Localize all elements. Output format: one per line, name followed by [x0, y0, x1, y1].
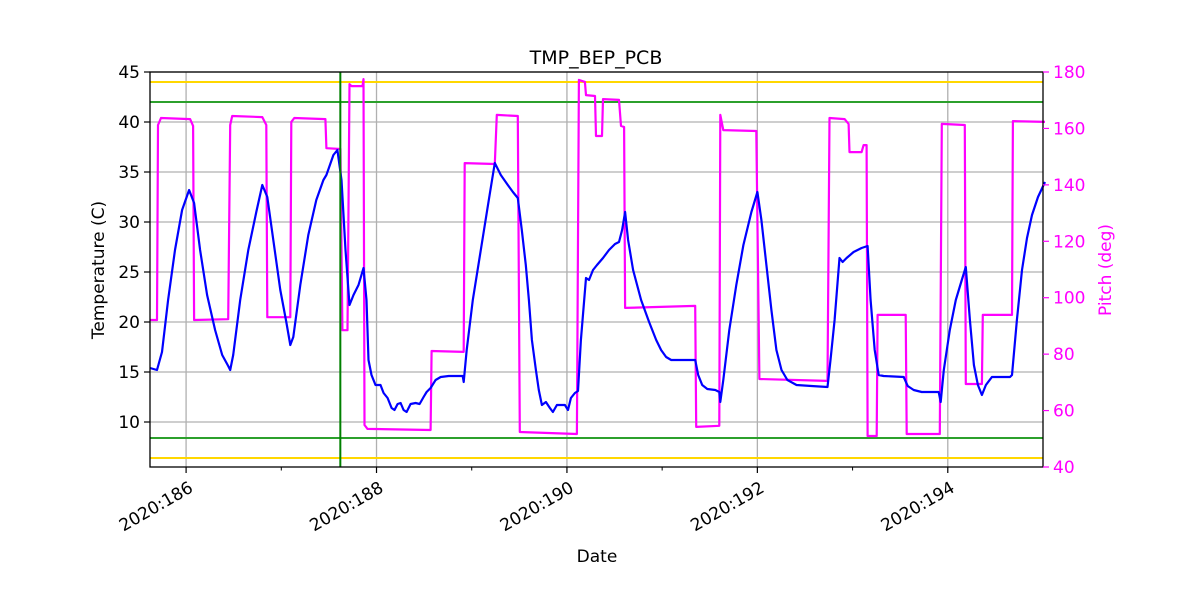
y-axis-right: 40 60 80 100 120 140 160 180 [1043, 63, 1085, 478]
y-right-tick-label: 140 [1053, 176, 1085, 196]
y-right-tick-label: 160 [1053, 119, 1085, 139]
temperature-series-line [149, 148, 1046, 414]
grid [150, 71, 1043, 467]
y-right-tick-label: 60 [1053, 402, 1075, 422]
series-group [149, 77, 1046, 438]
y-axis-left: 10 15 20 25 30 35 40 45 [118, 63, 150, 433]
y-right-tick-label: 180 [1053, 63, 1085, 83]
y-axis-label: Temperature (C) [89, 201, 109, 340]
y-tick-label: 30 [118, 213, 140, 233]
chart-title: TMP_BEP_PCB [529, 47, 663, 69]
y-tick-label: 10 [118, 413, 140, 433]
y-tick-label: 20 [118, 313, 140, 333]
y-axis-right-label: Pitch (deg) [1096, 224, 1116, 316]
y-tick-label: 25 [118, 263, 140, 283]
y-tick-label: 45 [118, 63, 140, 83]
limit-lines [150, 81, 1043, 459]
y-tick-label: 35 [118, 163, 140, 183]
y-right-tick-label: 40 [1053, 458, 1075, 478]
x-axis-label: Date [577, 547, 618, 567]
plot-frame [149, 71, 1044, 468]
y-tick-label: 15 [118, 363, 140, 383]
y-tick-label: 40 [118, 113, 140, 133]
pitch-series-line [150, 77, 1046, 438]
y-right-tick-label: 100 [1053, 289, 1085, 309]
y-right-tick-label: 120 [1053, 232, 1085, 252]
y-right-tick-label: 80 [1053, 345, 1075, 365]
